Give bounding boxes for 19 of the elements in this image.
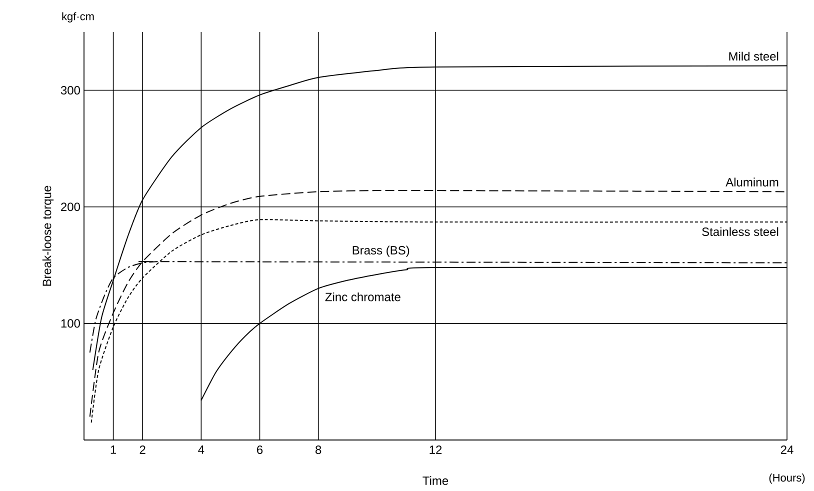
series-label: Aluminum: [726, 178, 778, 186]
x-tick-label: 2: [140, 446, 146, 454]
x-tick-label: 12: [430, 446, 442, 454]
y-tick-label: 300: [60, 86, 80, 95]
series-label: Mild steel: [729, 52, 778, 61]
series-label: Brass (BS): [352, 246, 410, 257]
x-tick-label: 4: [198, 446, 204, 454]
x-tick-label: 1: [110, 446, 116, 454]
text: (Hours): [769, 474, 805, 484]
x-axis-title: Time: [422, 476, 448, 485]
y-tick-label: 100: [61, 319, 80, 328]
x-tick-label: 6: [257, 446, 263, 454]
series-label: Zinc chromate: [325, 292, 400, 302]
x-tick-label: 8: [316, 446, 322, 454]
y-tick-label: 200: [61, 202, 80, 212]
y-axis-title: Break-loose torque: [42, 186, 54, 286]
x-tick-label: 24: [780, 446, 794, 454]
text: kgf·cm: [62, 12, 94, 22]
series-label: Stainless steel: [702, 227, 778, 236]
